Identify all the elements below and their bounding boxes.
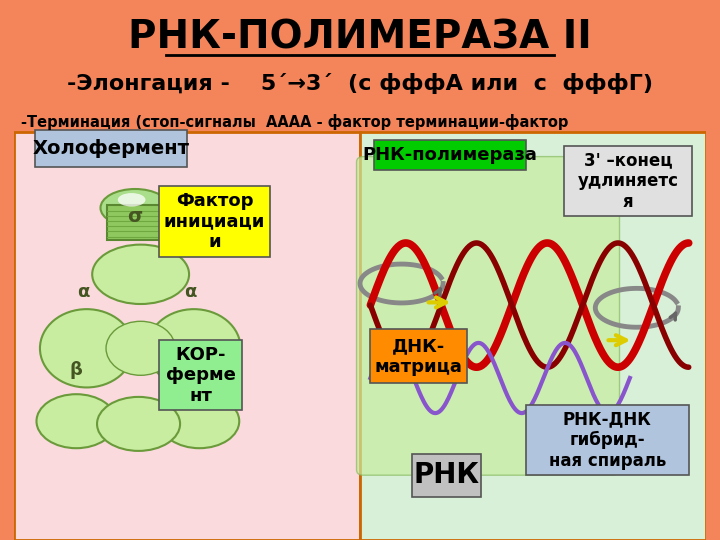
Ellipse shape bbox=[106, 321, 175, 375]
Text: σ: σ bbox=[127, 206, 143, 226]
Ellipse shape bbox=[160, 394, 239, 448]
Text: β': β' bbox=[188, 361, 207, 379]
Text: РНК-ДНК
гибрид-
ная спираль: РНК-ДНК гибрид- ная спираль bbox=[549, 410, 666, 470]
Ellipse shape bbox=[118, 193, 145, 206]
Ellipse shape bbox=[97, 397, 180, 451]
FancyBboxPatch shape bbox=[159, 186, 270, 256]
FancyBboxPatch shape bbox=[14, 132, 360, 540]
Text: ДНК-
матрица: ДНК- матрица bbox=[375, 337, 463, 376]
Text: РНК-ПОЛИМЕРАЗА II: РНК-ПОЛИМЕРАЗА II bbox=[128, 19, 592, 57]
Ellipse shape bbox=[37, 394, 116, 448]
Text: 3' –конец
удлиняетс
я: 3' –конец удлиняетс я bbox=[577, 151, 679, 211]
Text: КОР-
ферме
нт: КОР- ферме нт bbox=[166, 346, 235, 405]
FancyBboxPatch shape bbox=[360, 132, 706, 540]
FancyBboxPatch shape bbox=[526, 405, 689, 475]
FancyBboxPatch shape bbox=[370, 329, 467, 383]
Text: α: α bbox=[77, 282, 89, 301]
FancyBboxPatch shape bbox=[35, 130, 187, 167]
FancyBboxPatch shape bbox=[412, 454, 481, 497]
FancyBboxPatch shape bbox=[159, 340, 243, 410]
Text: РНК: РНК bbox=[413, 461, 480, 489]
Ellipse shape bbox=[147, 309, 240, 388]
FancyBboxPatch shape bbox=[374, 140, 526, 170]
Ellipse shape bbox=[101, 189, 170, 227]
Text: α: α bbox=[184, 282, 197, 301]
Text: Холофермент: Холофермент bbox=[32, 139, 189, 158]
Text: Фактор
инициаци
и: Фактор инициаци и bbox=[164, 192, 266, 251]
FancyBboxPatch shape bbox=[564, 146, 692, 216]
Text: РНК-полимераза: РНК-полимераза bbox=[363, 146, 537, 164]
Ellipse shape bbox=[92, 245, 189, 304]
FancyBboxPatch shape bbox=[356, 157, 619, 475]
Text: -Элонгация -    5´→3´  (с фффА или  с  фффГ): -Элонгация - 5´→3´ (с фффА или с фффГ) bbox=[67, 73, 653, 94]
Text: β: β bbox=[70, 361, 83, 379]
FancyBboxPatch shape bbox=[107, 205, 163, 240]
Text: -Терминация (стоп-сигналы  АААА - фактор терминации-фактор: -Терминация (стоп-сигналы АААА - фактор … bbox=[21, 113, 568, 130]
Ellipse shape bbox=[40, 309, 133, 388]
